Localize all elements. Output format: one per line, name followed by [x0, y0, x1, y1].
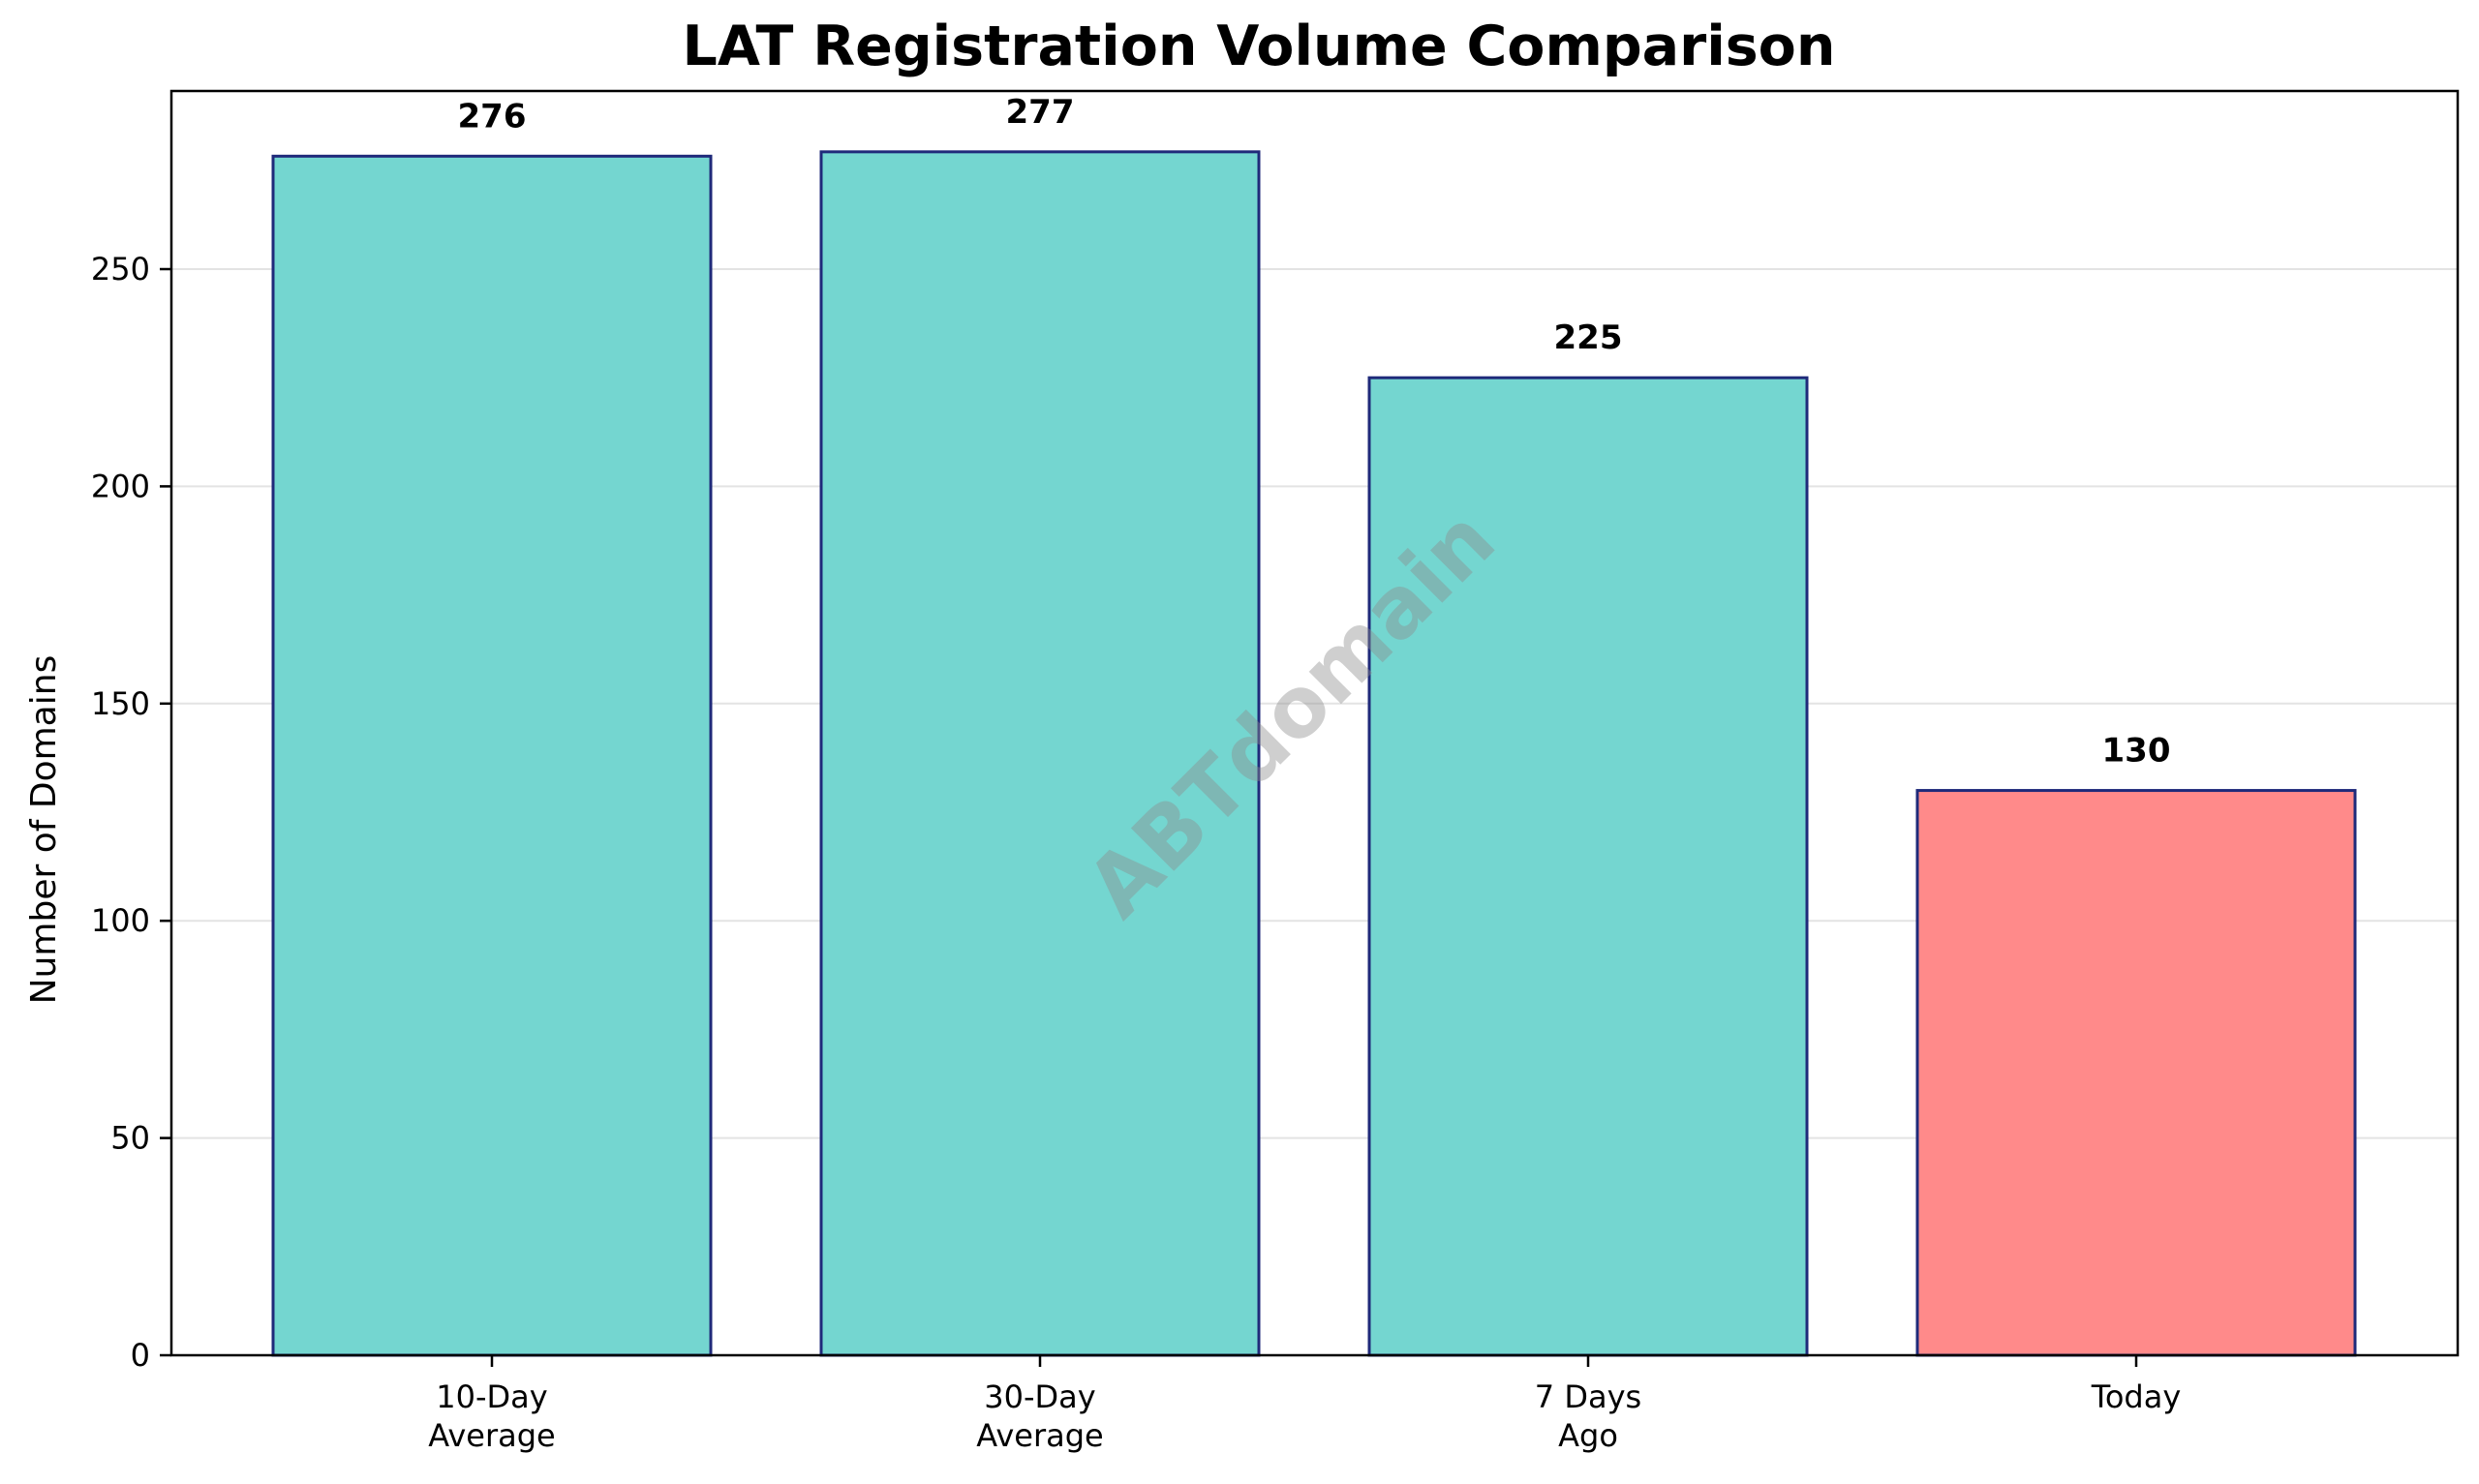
x-tick-label: Today — [2091, 1378, 2182, 1415]
x-tick-label: 10-Day Average — [428, 1378, 555, 1454]
value-labels-layer: 276 277 225 130 — [458, 93, 2171, 771]
x-tick-label-line: 30-Day — [984, 1378, 1095, 1415]
bar — [1367, 376, 1809, 1357]
y-axis-label: Number of Domains — [24, 655, 64, 1005]
x-tick-label-line: Today — [2091, 1378, 2182, 1415]
y-tick-label: 50 — [110, 1120, 150, 1157]
bar-value-label: 277 — [1006, 93, 1075, 132]
bars-layer — [271, 150, 2357, 1357]
bar — [819, 150, 1261, 1357]
y-tick-label: 0 — [131, 1337, 150, 1374]
plot-frame — [169, 89, 2460, 1357]
bar-value-label: 276 — [458, 97, 527, 136]
y-tick-label: 200 — [91, 468, 150, 504]
x-tick-label-line: Average — [976, 1417, 1103, 1454]
chart-title: LAT Registration Volume Comparison — [683, 15, 1836, 78]
x-tick-label: 7 Days Ago — [1535, 1378, 1641, 1454]
y-tick-label: 150 — [91, 685, 150, 722]
bar — [1915, 789, 2357, 1357]
bar-value-label: 130 — [2102, 732, 2171, 771]
x-tick-label: 30-Day Average — [976, 1378, 1103, 1454]
x-tick-label-line: 7 Days — [1535, 1378, 1641, 1415]
y-tick-label: 250 — [91, 251, 150, 288]
x-tick-label-line: 10-Day — [436, 1378, 547, 1415]
y-tick-label: 100 — [91, 902, 150, 939]
x-tick-label-line: Ago — [1558, 1417, 1618, 1454]
x-tick-label-line: Average — [428, 1417, 555, 1454]
bar — [271, 154, 713, 1357]
bar-value-label: 225 — [1554, 318, 1623, 357]
